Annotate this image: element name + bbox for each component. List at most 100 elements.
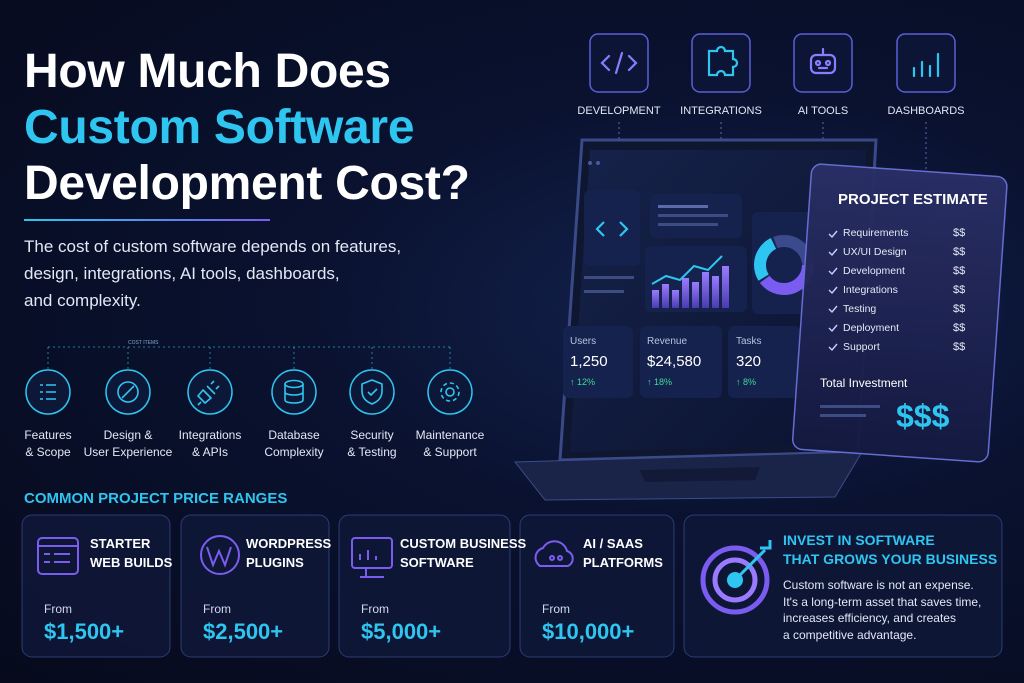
decor-circle — [754, 235, 814, 295]
decor-rect — [692, 282, 699, 308]
card-from: From — [361, 602, 389, 616]
decor-rect — [180, 514, 330, 658]
card-price: $10,000+ — [542, 619, 635, 644]
decor-polyline — [651, 255, 723, 285]
estimate-cost: $$ — [953, 303, 966, 315]
card-price: $1,500+ — [44, 619, 125, 644]
estimate-title: PROJECT ESTIMATE — [838, 191, 988, 208]
decor-g — [791, 163, 1008, 463]
decor-rect — [351, 537, 393, 569]
decor-circle — [427, 369, 473, 415]
decor-circle — [271, 369, 317, 415]
decor-path — [40, 384, 56, 400]
estimate-item: UX/UI Design — [843, 246, 907, 258]
cost-item-label: & Support — [423, 445, 477, 459]
decor-rect — [640, 326, 722, 398]
decor-rect — [791, 163, 1008, 463]
decor-rect — [563, 326, 633, 398]
decor-path — [828, 305, 838, 314]
decor-rect — [728, 326, 800, 398]
cost-item-label: & Testing — [347, 445, 397, 459]
invest-title: INVEST IN SOFTWARE — [783, 532, 935, 548]
decor-path — [828, 230, 838, 239]
invest-title: THAT GROWS YOUR BUSINESS — [783, 551, 998, 567]
decor-rect — [24, 219, 270, 221]
decor-rect — [793, 33, 853, 93]
title-line: Development Cost? — [24, 157, 470, 210]
decor-path — [121, 385, 135, 399]
decor-circle — [814, 59, 822, 67]
cost-item-label: Design & — [103, 428, 153, 442]
estimate-cost: $$ — [953, 265, 966, 277]
decor-path — [828, 248, 838, 257]
stat-value: 1,250 — [570, 353, 608, 370]
estimate-item: Deployment — [843, 322, 900, 334]
cost-item-label: Database — [268, 428, 320, 442]
decor-path — [38, 545, 78, 563]
card-name: SOFTWARE — [400, 555, 474, 570]
estimate-item: Development — [843, 265, 905, 277]
decor-rect — [896, 33, 956, 93]
decor-rect — [658, 223, 718, 226]
decor-path — [817, 47, 829, 70]
cost-item-label: Security — [350, 428, 394, 442]
total-label: Total Investment — [820, 376, 908, 390]
decor-path — [196, 380, 220, 406]
invest-body: a competitive advantage. — [783, 627, 917, 642]
estimate-cost: $$ — [953, 322, 966, 334]
decor-rect — [702, 272, 709, 308]
invest-body: It's a long-term asset that saves time, — [783, 594, 982, 609]
decor-rect — [584, 276, 634, 279]
card-price: $2,500+ — [203, 619, 284, 644]
subtitle-line: and complexity. — [24, 291, 141, 310]
decor-path — [828, 343, 838, 352]
decor-path — [534, 540, 574, 567]
card-name: PLUGINS — [246, 555, 304, 570]
decor-rect — [584, 290, 624, 293]
cost-item-label: User Experience — [83, 445, 173, 459]
stat-change: ↑ 8% — [736, 377, 757, 387]
decor-rect — [712, 276, 719, 308]
card-name: AI / SAAS — [583, 536, 643, 551]
cost-item-label: Features — [24, 428, 72, 442]
decor-path — [828, 286, 838, 295]
cost-item-label: Integrations — [178, 428, 242, 442]
decor-path — [361, 379, 383, 405]
section-title: COMMON PROJECT PRICE RANGES — [24, 490, 288, 507]
card-name: WEB BUILDS — [90, 555, 173, 570]
decor-path — [284, 384, 304, 404]
decor-circle — [440, 382, 460, 402]
stat-label: Users — [570, 336, 597, 347]
decor-circle — [754, 235, 814, 295]
decor-rect — [645, 246, 747, 312]
decor-path — [640, 467, 760, 482]
decor-rect — [652, 290, 659, 308]
decor-rect — [338, 514, 511, 658]
decor-path — [600, 51, 638, 75]
stat-value: 320 — [736, 353, 762, 370]
estimate-cost: $$ — [953, 227, 966, 239]
decor-circle — [588, 161, 592, 165]
decor-circle — [187, 369, 233, 415]
category-label: INTEGRATIONS — [680, 105, 762, 117]
stat-label: Revenue — [647, 336, 688, 347]
cost-item-label: & APIs — [191, 445, 229, 459]
decor-circle — [596, 161, 600, 165]
decor-circle — [549, 555, 555, 561]
subtitle-line: design, integrations, AI tools, dashboar… — [24, 264, 340, 283]
total-value: $$$ — [896, 398, 950, 434]
subtitle-line: The cost of custom software depends on f… — [24, 237, 402, 256]
estimate-cost: $$ — [953, 341, 966, 353]
decor-rect — [658, 205, 708, 208]
card-from: From — [203, 602, 231, 616]
decor-path — [733, 540, 772, 582]
decor-rect — [820, 405, 880, 408]
card-from: From — [542, 602, 570, 616]
decor-path — [206, 546, 232, 568]
decor-path — [828, 324, 838, 333]
card-from: From — [44, 602, 72, 616]
cost-item-label: Complexity — [264, 445, 324, 459]
decor-circle — [712, 557, 758, 603]
